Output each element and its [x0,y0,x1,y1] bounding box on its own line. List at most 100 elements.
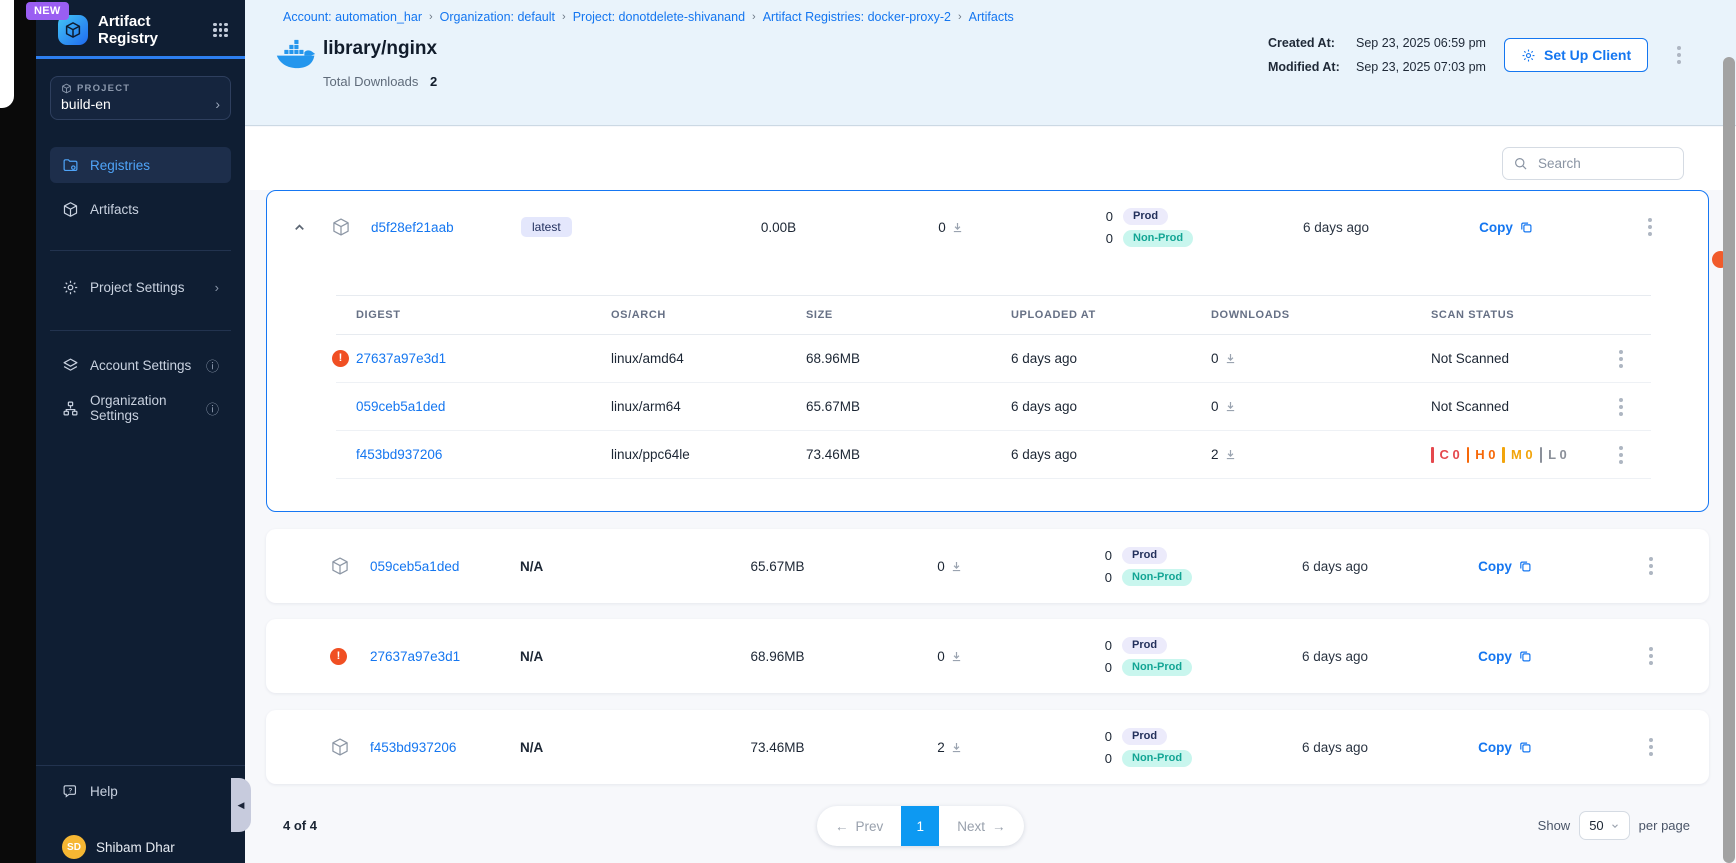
downloads-cell: 2 [1211,447,1431,462]
search-box[interactable] [1502,147,1684,180]
download-icon [1226,402,1234,412]
page-scrollbar[interactable] [1723,57,1735,863]
sidebar-item-help[interactable]: ? Help [50,774,231,808]
prod-count: 0 [1104,637,1112,653]
pager: ← Prev 1 Next → [817,806,1024,846]
prod-badge: Prod [1123,207,1169,225]
breadcrumb-separator: › [752,11,756,23]
breadcrumb-link-artifacts[interactable]: Artifacts [968,10,1014,24]
row-kebab-menu[interactable] [1591,394,1651,420]
breadcrumb-link-project[interactable]: Project: donotdelete-shivanand [572,10,746,24]
package-icon [330,737,370,757]
severity-high: H 0 [1466,446,1495,463]
digest-link[interactable]: 059ceb5a1ded [370,558,460,574]
sidebar-divider [36,765,245,766]
download-icon [1226,354,1234,364]
chevron-right-icon: › [215,96,220,112]
prev-page-button[interactable]: ← Prev [817,806,901,846]
tag-value: N/A [520,648,544,664]
scan-severity-levels: C 0 H 0 M 0 L 0 [1431,446,1591,463]
digest-link[interactable]: 27637a97e3d1 [370,648,461,664]
copy-label: Copy [1479,219,1513,235]
sidebar-item-project-settings[interactable]: Project Settings › [50,269,231,305]
header-kebab-menu[interactable] [1673,42,1685,68]
row-kebab-menu[interactable] [1644,214,1656,240]
copy-button[interactable]: Copy [1425,649,1585,664]
show-label: Show [1537,818,1571,833]
sidebar-item-organization-settings[interactable]: Organization Settings ⓘ [50,390,231,426]
row-kebab-menu[interactable] [1645,643,1657,669]
severity-low: L 0 [1539,446,1567,463]
nonprod-count: 0 [1104,569,1112,585]
downloads-count: 0 [1211,351,1219,366]
digest-link[interactable]: d5f28ef21aab [371,219,454,235]
col-size: SIZE [806,309,833,321]
row-kebab-menu[interactable] [1591,442,1651,468]
page-number-button[interactable]: 1 [901,806,940,846]
row-kebab-menu[interactable] [1645,734,1657,760]
package-icon [331,217,371,237]
sidebar-item-label: Registries [90,157,151,173]
package-icon [330,556,370,576]
size-value: 68.96MB [806,351,861,366]
uploaded-at-value: 6 days ago [1301,739,1369,755]
prod-badge: Prod [1122,546,1168,564]
info-icon[interactable]: ⓘ [205,358,219,374]
scan-status-value: Not Scanned [1431,351,1510,366]
set-up-client-label: Set Up Client [1544,47,1632,63]
next-page-button[interactable]: Next → [939,806,1023,846]
modified-at-label: Modified At: [1268,60,1340,74]
project-selector[interactable]: PROJECT build-en › [50,76,231,120]
copy-button[interactable]: Copy [1426,220,1586,235]
gear-icon [1522,49,1535,61]
breadcrumb-separator: › [957,11,962,23]
info-icon[interactable]: ⓘ [205,401,219,417]
nonprod-count: 0 [1105,230,1113,246]
copy-button[interactable]: Copy [1425,559,1585,574]
page-header: Account: automation_har › Organization: … [245,0,1736,126]
breadcrumb-link-organization[interactable]: Organization: default [439,10,556,24]
table-row: ! 27637a97e3d1 N/A 68.96MB 0 0 Prod 0 Non-… [266,619,1709,693]
digest-link[interactable]: f453bd937206 [356,447,443,462]
sidebar-collapse-handle[interactable]: ◀ [231,778,251,832]
collapse-arrow-icon: ◀ [237,799,245,810]
nonprod-badge: Non-Prod [1122,568,1193,586]
sidebar-accent-line [36,56,245,59]
copy-label: Copy [1478,648,1512,664]
sidebar-item-artifacts[interactable]: Artifacts [50,191,231,227]
copy-button[interactable]: Copy [1425,740,1585,755]
page-size-value: 50 [1589,818,1604,833]
sidebar-item-registries[interactable]: Registries [50,147,231,183]
app-grid-icon[interactable] [212,22,229,39]
breadcrumb-separator: › [562,11,566,23]
size-value: 68.96MB [750,648,805,664]
row-kebab-menu[interactable] [1591,346,1651,372]
expanded-artifact-group: d5f28ef21aab latest 0.00B 0 0 Prod 0 Non-P… [266,190,1709,512]
digest-link[interactable]: f453bd937206 [370,739,457,755]
user-menu[interactable]: SD Shibam Dhar [50,830,231,863]
col-digest: DIGEST [356,309,401,321]
warning-icon: ! [332,350,349,367]
new-badge: NEW [26,2,69,20]
uploaded-at-value: 6 days ago [1011,447,1078,462]
result-count: 4 of 4 [283,818,317,833]
total-downloads-value: 2 [430,74,438,89]
set-up-client-button[interactable]: Set Up Client [1504,38,1649,72]
table-toolbar [245,127,1736,190]
gear-icon [63,280,78,294]
collapse-row-button[interactable] [267,220,331,235]
user-name: Shibam Dhar [96,839,175,855]
sidebar-item-account-settings[interactable]: Account Settings ⓘ [50,347,231,383]
search-input[interactable] [1536,155,1670,172]
warning-icon-slot: ! [330,647,370,665]
downloads-cell: 0 [871,220,1031,235]
digest-link[interactable]: 27637a97e3d1 [356,351,447,366]
page-size-select[interactable]: 50 [1579,811,1630,840]
size-value: 65.67MB [750,558,805,574]
digest-link[interactable]: 059ceb5a1ded [356,399,446,414]
breadcrumb-link-registry[interactable]: Artifact Registries: docker-proxy-2 [762,10,951,24]
row-kebab-menu[interactable] [1645,553,1657,579]
registries-folder-icon [63,158,78,171]
help-bubble-icon: ? [63,784,77,798]
breadcrumb-link-account[interactable]: Account: automation_har [283,10,422,24]
